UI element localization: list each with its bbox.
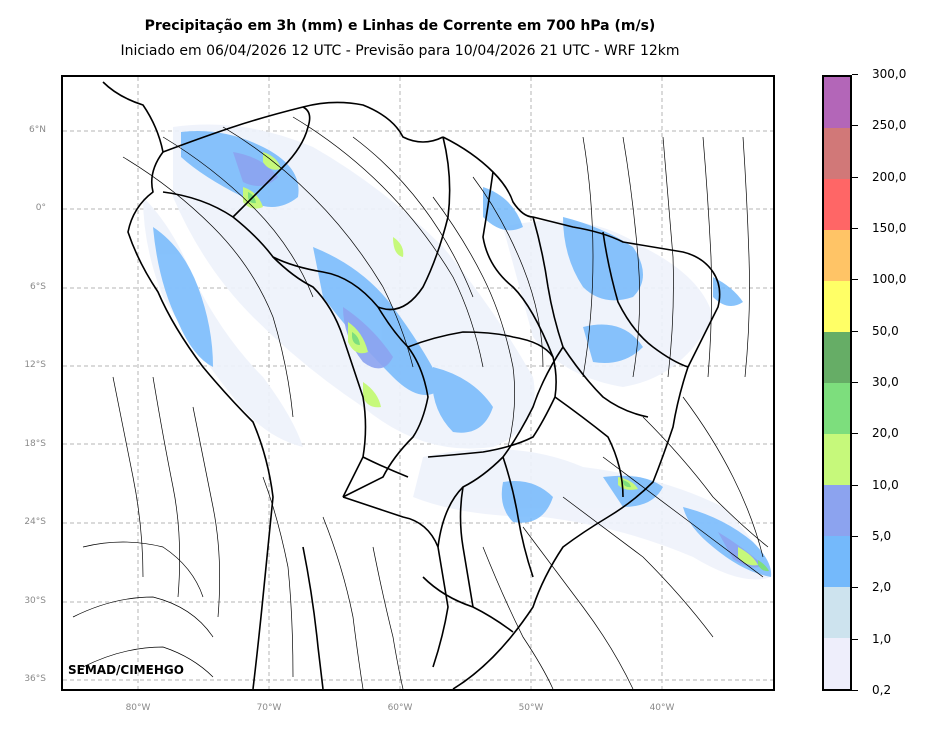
lon-label-40w: 40°W: [649, 703, 675, 713]
colorbar-label: 2,0: [872, 580, 892, 595]
map-canvas: [63, 77, 773, 689]
colorbar-tick: [852, 638, 858, 640]
colorbar-label: 10,0: [872, 477, 899, 492]
colorbar-label: 30,0: [872, 375, 899, 389]
colorbar-segment: [824, 485, 850, 536]
credit-label: SEMAD/CIMEHGO: [68, 663, 184, 677]
lat-label-18s: 18°S: [24, 439, 46, 449]
colorbar-label: 1,0: [872, 631, 892, 646]
colorbar-label: 0,2: [872, 683, 892, 697]
colorbar-segment: [824, 332, 850, 383]
colorbar-segment: [824, 638, 850, 689]
lat-label-6n: 6°N: [29, 125, 46, 135]
colorbar-segment: [824, 434, 850, 485]
colorbar-tick: [852, 587, 858, 589]
colorbar-tick: [852, 74, 858, 75]
lon-label-60w: 60°W: [387, 703, 413, 713]
colorbar-segment: [824, 383, 850, 434]
colorbar-segment: [824, 230, 850, 281]
colorbar-tick: [852, 433, 858, 435]
coastline-borders: [102, 81, 721, 689]
colorbar-tick: [852, 690, 858, 691]
colorbar-segment: [824, 587, 850, 638]
colorbar-segment: [824, 536, 850, 587]
lon-label-80w: 80°W: [125, 703, 151, 713]
colorbar-label: 300,0: [872, 67, 907, 81]
colorbar-tick: [852, 536, 858, 537]
lon-label-70w: 70°W: [256, 703, 282, 713]
lat-label-30s: 30°S: [24, 596, 46, 606]
lat-label-12s: 12°S: [24, 360, 46, 370]
lat-label-6s: 6°S: [30, 282, 46, 292]
lat-label-24s: 24°S: [24, 517, 46, 527]
colorbar-label: 200,0: [872, 169, 907, 184]
lat-label-36s: 36°S: [24, 674, 46, 684]
colorbar-tick: [852, 176, 858, 178]
colorbar-label: 150,0: [872, 221, 907, 235]
lat-label-0: 0°: [35, 203, 46, 213]
colorbar-segment: [824, 128, 850, 179]
colorbar-segment: [824, 281, 850, 332]
colorbar-tick: [852, 484, 858, 486]
chart-subtitle: Iniciado em 06/04/2026 12 UTC - Previsão…: [120, 43, 680, 59]
precipitation-field: [143, 124, 772, 580]
colorbar-tick: [852, 279, 858, 281]
colorbar-label: 5,0: [872, 529, 892, 543]
colorbar-label: 250,0: [872, 118, 907, 133]
colorbar-tick: [852, 382, 858, 383]
colorbar-tick: [852, 125, 858, 127]
colorbar-label: 50,0: [872, 323, 899, 338]
streamlines: [72, 116, 769, 689]
chart-title: Precipitação em 3h (mm) e Linhas de Corr…: [144, 18, 656, 34]
map-panel: [61, 75, 775, 691]
colorbar-tick: [852, 330, 858, 332]
colorbar-label: 20,0: [872, 426, 899, 441]
colorbar: [822, 75, 852, 691]
colorbar-label: 100,0: [872, 272, 907, 287]
colorbar-segment: [824, 77, 850, 128]
lon-label-50w: 50°W: [518, 703, 544, 713]
colorbar-segment: [824, 179, 850, 230]
colorbar-tick: [852, 228, 858, 229]
